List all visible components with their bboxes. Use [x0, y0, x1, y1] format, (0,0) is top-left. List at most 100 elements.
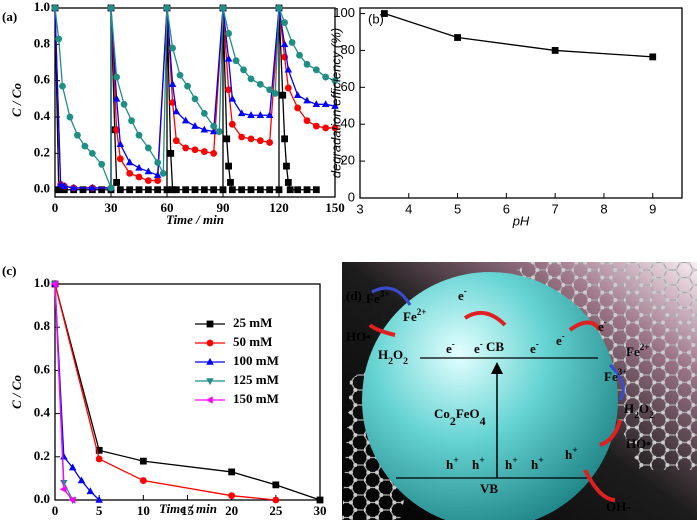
data-point — [163, 186, 171, 194]
data-point — [182, 144, 190, 152]
data-point — [60, 452, 68, 460]
legend-label: 25 mM — [233, 315, 272, 330]
data-point — [312, 186, 320, 194]
label-part: H — [378, 347, 388, 362]
data-point — [154, 177, 162, 185]
data-point — [126, 169, 134, 177]
chart-panel: 0 5 10 15 20 25 30 0.0 0.2 0.4 0.6 0.8 1.0 (c) Time / … — [2, 263, 327, 518]
data-point — [312, 122, 320, 130]
y-tick-label: 0.4 — [34, 108, 51, 123]
panel-label: (a) — [2, 9, 17, 24]
superscript: - — [536, 339, 539, 349]
data-point — [271, 90, 279, 97]
data-point — [88, 149, 96, 157]
diagram-label: HO• — [346, 329, 371, 344]
superscript: 3+ — [618, 367, 628, 377]
data-point — [294, 104, 302, 112]
diagram-label: e- — [556, 331, 565, 348]
superscript: - — [452, 339, 455, 349]
data-point — [227, 179, 234, 186]
data-point — [247, 111, 255, 118]
subscript: 2 — [450, 414, 456, 428]
x-tick-label: 60 — [161, 200, 174, 215]
y-tick-label: 0.4 — [34, 405, 51, 420]
cycle-arrow — [608, 363, 625, 401]
data-point — [296, 51, 303, 59]
x-axis-title: Time / min — [166, 212, 224, 227]
y-tick-label: 0 — [348, 189, 355, 204]
data-point — [256, 111, 265, 118]
data-point — [159, 169, 167, 177]
label-part: h — [565, 447, 573, 462]
data-point — [200, 125, 209, 133]
data-point — [191, 122, 199, 129]
data-point — [168, 80, 177, 88]
label-part: HO• — [346, 329, 371, 344]
y-tick-label: 0.6 — [34, 361, 51, 376]
label-part: h — [446, 457, 454, 472]
x-tick-label: 90 — [217, 200, 230, 215]
data-point — [184, 82, 191, 90]
x-tick-label: 4 — [405, 201, 412, 216]
y-tick-label: 0.2 — [34, 144, 50, 159]
data-point — [56, 180, 65, 187]
diagram-label: e- — [446, 339, 455, 356]
data-point — [172, 107, 181, 115]
data-point — [163, 4, 171, 12]
x-tick-label: 15 — [181, 503, 195, 518]
data-point — [66, 113, 74, 121]
x-axis-title: pH — [512, 213, 530, 228]
data-point — [265, 111, 274, 118]
data-point — [95, 455, 103, 463]
legend-label: 150 mM — [233, 391, 279, 406]
data-point — [223, 135, 231, 143]
data-point — [256, 80, 264, 88]
data-point — [176, 71, 184, 79]
legend-label: 50 mM — [233, 334, 272, 349]
label-part: e — [446, 341, 452, 356]
series-line — [54, 283, 100, 501]
data-point — [60, 182, 69, 189]
data-point — [51, 4, 59, 12]
data-point — [551, 47, 559, 54]
data-point — [139, 477, 147, 484]
series-line — [384, 12, 653, 58]
label-part: (d) — [346, 288, 362, 303]
data-point — [321, 100, 330, 108]
label-part: CB — [486, 339, 504, 354]
data-point — [303, 60, 311, 68]
subscript: 4 — [480, 414, 486, 428]
x-tick-label: 3 — [356, 201, 363, 216]
data-point — [77, 476, 86, 484]
data-point — [79, 186, 87, 194]
x-tick-label: 120 — [269, 200, 289, 215]
data-point — [191, 186, 199, 194]
data-point — [135, 173, 143, 181]
data-point — [280, 40, 289, 48]
data-point — [247, 135, 255, 143]
data-point — [649, 53, 657, 61]
data-point — [316, 496, 324, 504]
diagram-label: e- — [474, 339, 483, 356]
legend-marker — [206, 378, 214, 386]
data-point — [331, 77, 339, 85]
data-point — [55, 35, 63, 43]
superscript: - — [604, 317, 607, 327]
data-point — [128, 117, 135, 125]
cycle-arrow — [371, 286, 412, 306]
x-tick-label: 20 — [225, 503, 238, 518]
data-point — [225, 86, 233, 94]
data-point — [200, 148, 208, 155]
chart-panel: 3 4 5 6 7 8 9 0 20 40 60 80 100 (b) pH degradation effi… — [328, 5, 683, 228]
diagram-label: H2O2 — [624, 401, 654, 421]
data-point — [88, 183, 97, 191]
diagram-label: e- — [598, 317, 607, 334]
data-point — [256, 186, 264, 194]
data-point — [172, 186, 180, 194]
data-point — [81, 142, 89, 150]
superscript: + — [538, 455, 544, 466]
data-point — [55, 186, 63, 194]
data-point — [256, 137, 264, 145]
y-tick-label: 0.0 — [34, 181, 50, 196]
